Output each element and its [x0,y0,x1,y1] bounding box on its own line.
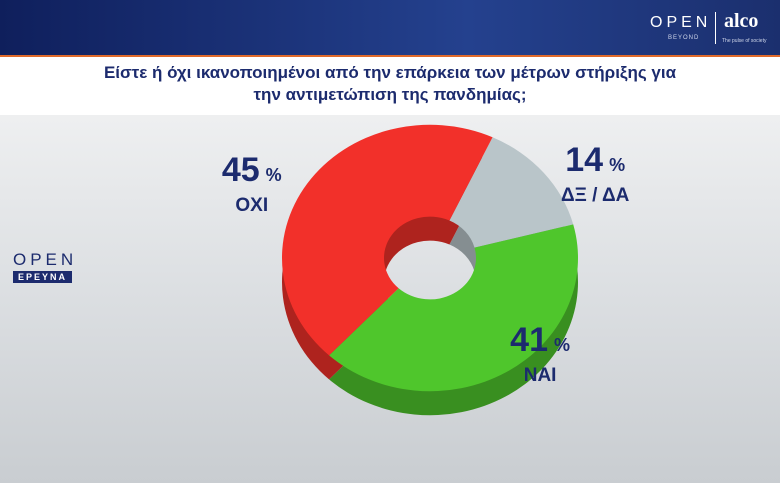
brand: OPEN [650,14,712,31]
value-label: 45% [222,151,282,189]
side-brand: OPEN [13,250,78,269]
side-sub: ΕΡΕΥΝΑ [13,271,73,283]
category-label: ΟΧΙ [235,195,268,216]
divider [715,12,716,44]
top-bar: OPEN BEYOND alco The pulse of society [0,0,780,57]
unit: % [266,165,282,185]
value-label: 41% [510,321,570,359]
chart-title: Είστε ή όχι ικανοποιημένοι από την επάρκ… [103,63,677,104]
slice [281,124,493,356]
value: 45 [222,151,260,189]
category-label: ΔΞ / ΔΑ [561,185,630,206]
unit: % [554,335,570,355]
slice [329,224,578,392]
title-band [0,55,780,115]
value: 14 [565,141,603,179]
unit: % [609,155,625,175]
value: 41 [510,321,548,359]
partner-sub: The pulse of society [722,38,767,44]
category-label: ΝΑΙ [524,365,557,386]
slice [449,137,574,248]
partner: alco [724,10,759,32]
value-label: 14% [565,141,625,179]
brand-sub: BEYOND [668,35,700,41]
